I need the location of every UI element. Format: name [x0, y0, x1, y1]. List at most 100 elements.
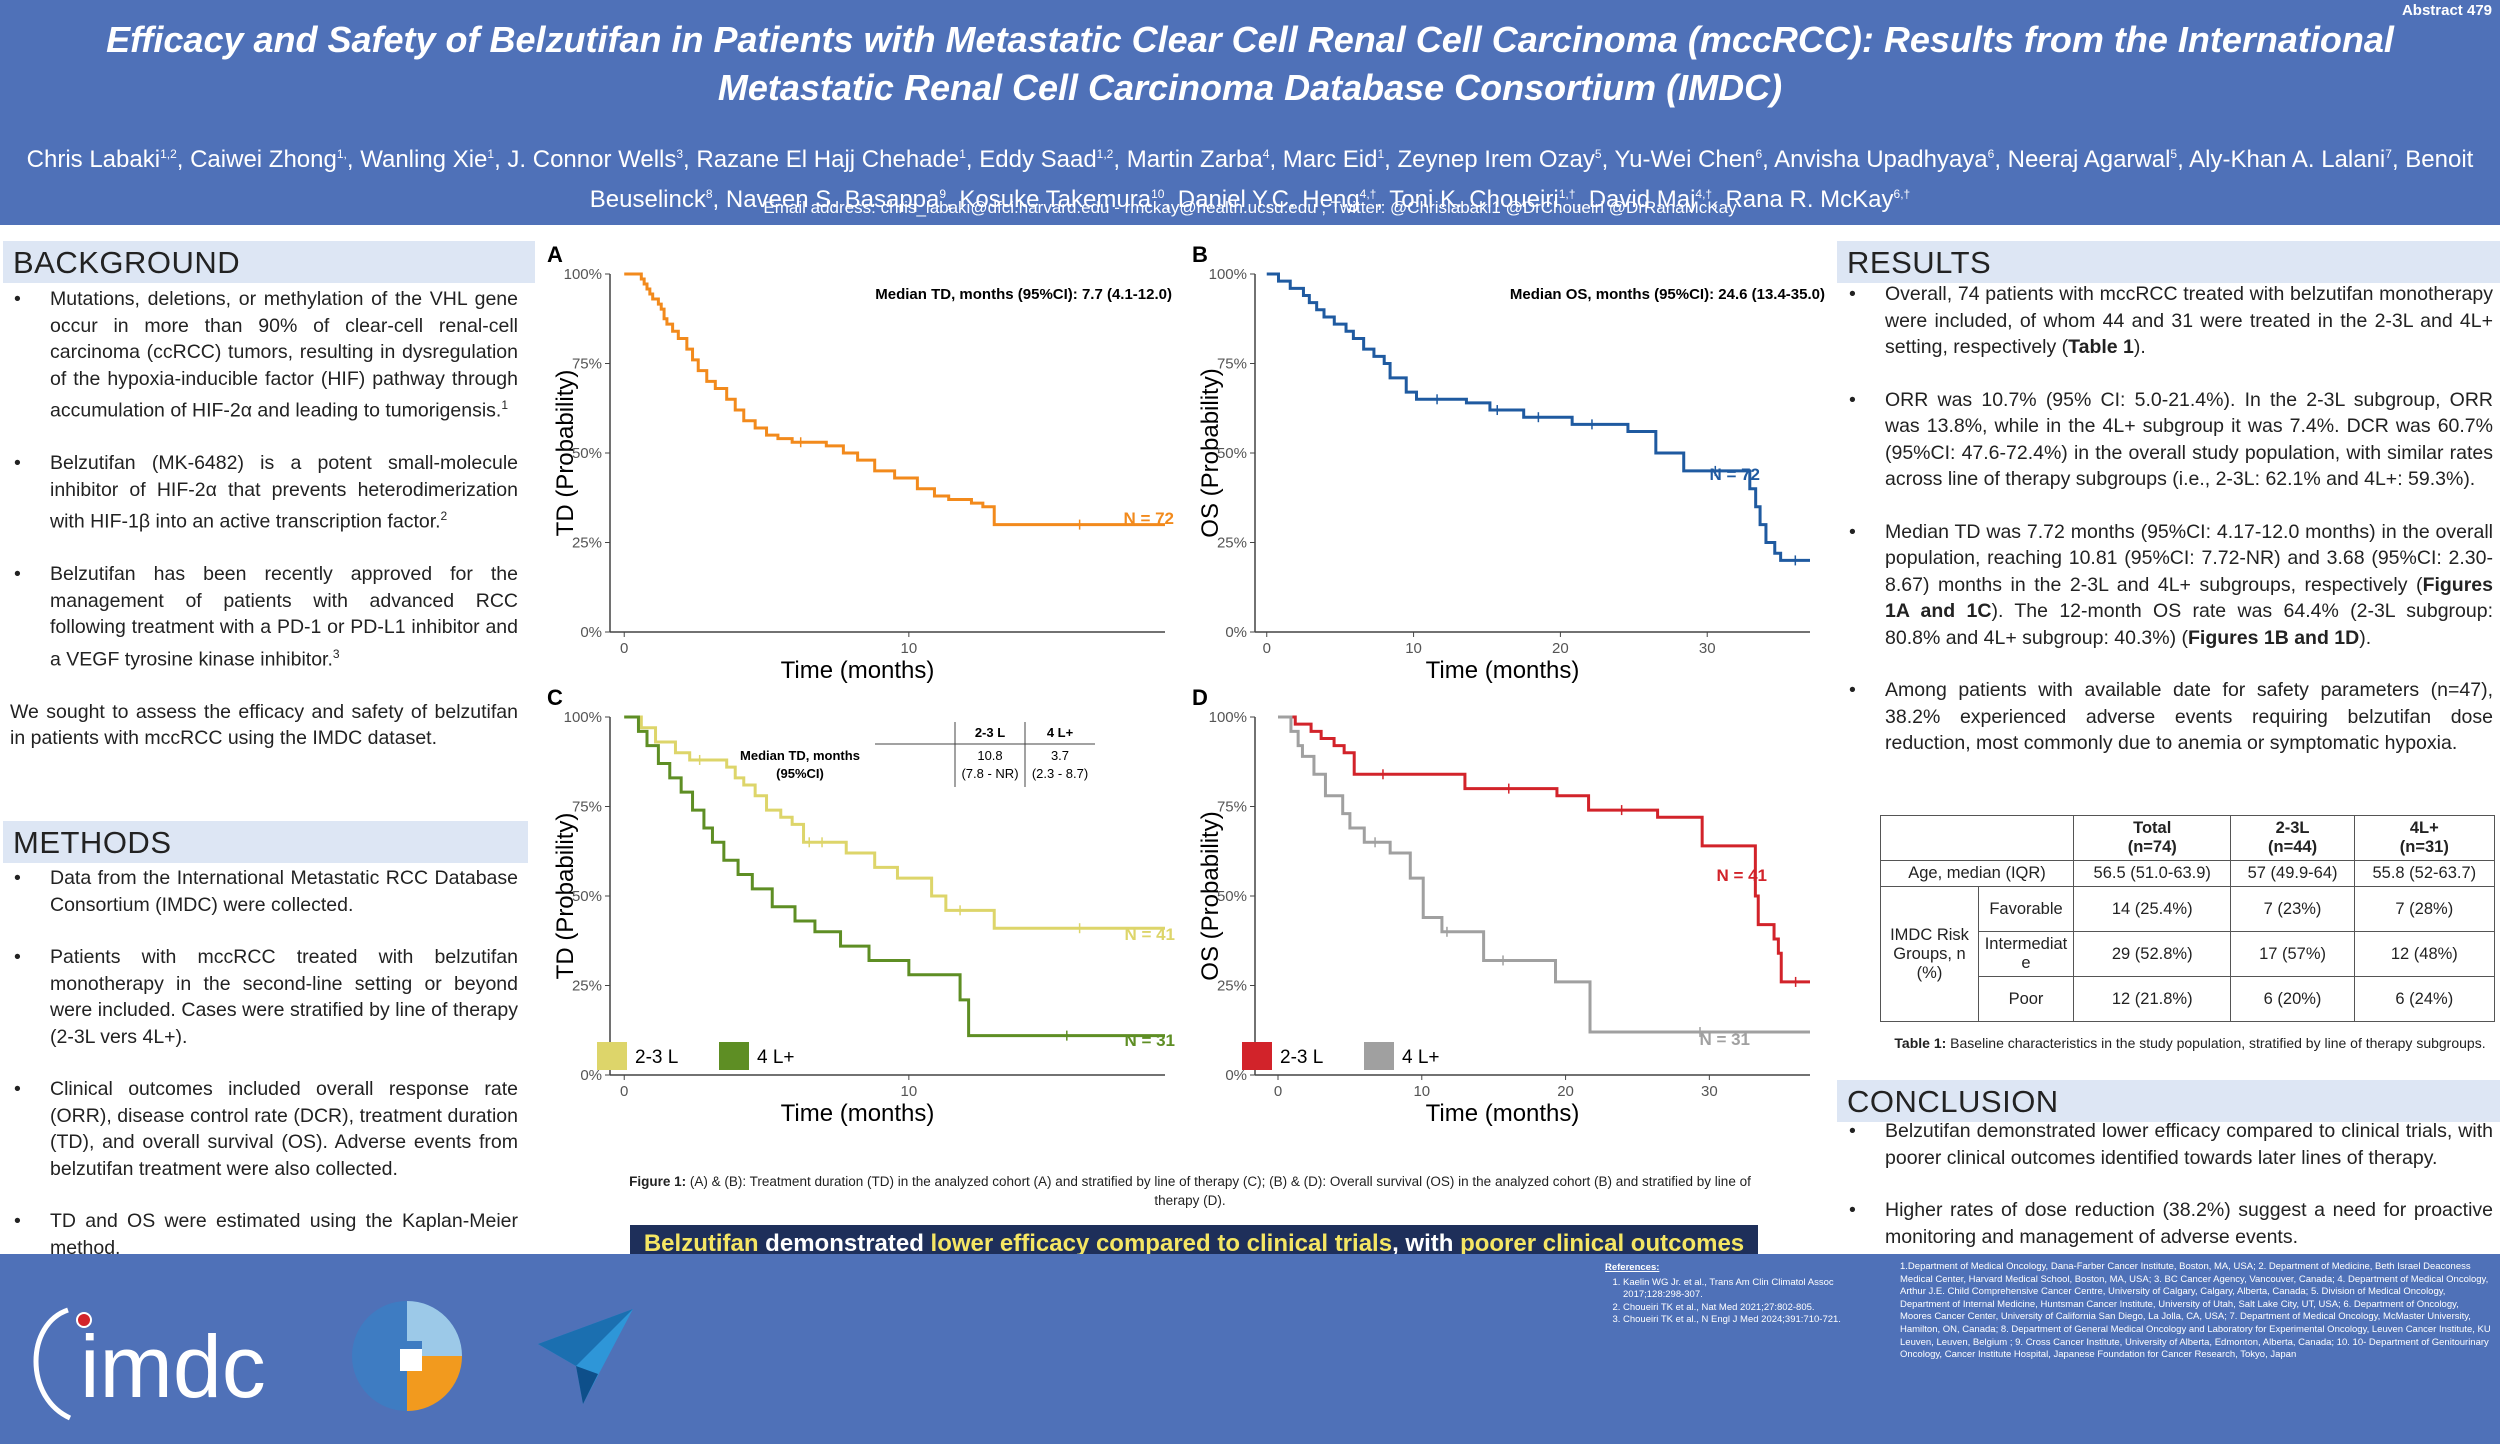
author: J. Connor Wells3: [507, 146, 684, 173]
y-tick-label: 0%: [580, 624, 602, 641]
author: Toni K. Choueiri1,†: [1389, 186, 1576, 213]
author: Daniel Y.C. Heng4,†: [1177, 186, 1377, 213]
n-at-risk-label: N = 41: [1716, 866, 1767, 885]
author: David Maj4,†: [1588, 186, 1713, 213]
imdc-logo: imdc: [33, 1307, 266, 1421]
references: References: Kaelin WG Jr. et al., Trans …: [1605, 1262, 1865, 1327]
y-tick-label: 100%: [564, 709, 602, 726]
list-item: Belzutifan demonstrated lower efficacy c…: [1845, 1118, 2493, 1171]
author: Marc Eid1: [1282, 146, 1385, 173]
legend-label: 4 L+: [1402, 1047, 1440, 1068]
y-tick-label: 25%: [1217, 978, 1247, 995]
list-item: Patients with mccRCC treated with belzut…: [10, 944, 518, 1050]
legend-label: 2-3 L: [1280, 1047, 1323, 1068]
x-tick-label: 30: [1701, 1083, 1718, 1100]
background-aim: We sought to assess the efficacy and saf…: [10, 700, 518, 750]
n-at-risk-label: N = 72: [1123, 509, 1174, 528]
y-tick-label: 100%: [564, 266, 602, 283]
author: Anvisha Upadhyaya6: [1774, 146, 1995, 173]
col-header-total: Total (n=74): [2072, 815, 2232, 861]
list-item: Belzutifan has been recently approved fo…: [10, 561, 518, 673]
y-axis-label: TD (Probability): [552, 813, 579, 980]
y-tick-label: 50%: [572, 445, 602, 462]
x-axis-label: Time (months): [1426, 1100, 1580, 1127]
y-tick-label: 25%: [1217, 535, 1247, 552]
figure-caption: Figure 1: (A) & (B): Treatment duration …: [629, 1174, 1751, 1208]
result-bullet-2: ORR was 10.7% (95% CI: 5.0-21.4%). In th…: [1845, 387, 2493, 493]
author: Razane El Hajj Chehade1: [696, 146, 966, 173]
y-tick-label: 75%: [1217, 799, 1247, 816]
author: Kosuke Takemura10: [959, 186, 1165, 213]
table-row: Age, median (IQR) 56.5 (51.0-63.9) 57 (49…: [1880, 860, 2496, 887]
list-item: TD and OS were estimated using the Kapla…: [10, 1208, 518, 1261]
conclusion-bullets: Belzutifan demonstrated lower efficacy c…: [1845, 1118, 2493, 1250]
y-tick-label: 50%: [1217, 888, 1247, 905]
methods-heading: METHODS: [3, 821, 528, 863]
col-header-4l: 4L+ (n=31): [2353, 815, 2496, 861]
inset-ci: (7.8 - NR): [961, 766, 1018, 781]
author-list: Chris Labaki1,2, Caiwei Zhong1,, Wanling…: [26, 146, 2474, 213]
x-tick-label: 20: [1552, 640, 1569, 657]
y-tick-label: 50%: [1217, 445, 1247, 462]
y-tick-label: 0%: [1225, 624, 1247, 641]
list-item: Data from the International Metastatic R…: [10, 865, 518, 918]
y-tick-label: 50%: [572, 888, 602, 905]
consortium-logo: [352, 1301, 462, 1411]
author: Rana R. McKay6,†: [1725, 186, 1911, 213]
author: Benoit Beuselinck8: [589, 146, 2474, 213]
panel-d: D 0% 25% 50% 75% 100% 0 10 20 30 Time (months) OS (…: [1180, 685, 1820, 1150]
x-tick-label: 0: [620, 1083, 628, 1100]
author: Martin Zarba4: [1126, 146, 1270, 173]
median-annotation: Median OS, months (95%CI): 24.6 (13.4-35…: [1510, 286, 1825, 303]
km-series-line: [1266, 272, 1810, 562]
background-heading: BACKGROUND: [3, 241, 535, 283]
x-tick-label: 0: [1263, 640, 1271, 657]
table-row: Intermediate 29 (52.8%) 17 (57%) 12 (48%): [1881, 931, 2496, 977]
author: Zeynep Irem Ozay5: [1397, 146, 1602, 173]
km-series-line: [624, 715, 1165, 1038]
table-caption: Table 1: Baseline characteristics in the…: [1894, 1035, 2486, 1051]
baseline-table: Total (n=74) 2-3L (n=44) 4L+ (n=31) Age, me…: [1880, 815, 2496, 1022]
x-tick-label: 0: [1274, 1083, 1282, 1100]
n-at-risk-label: N = 72: [1709, 465, 1760, 484]
footer: imdc: [0, 1254, 2500, 1444]
x-axis-label: Time (months): [781, 1100, 935, 1127]
x-tick-label: 20: [1557, 1083, 1574, 1100]
median-annotation: Median TD, months (95%CI): 7.7 (4.1-12.0…: [875, 286, 1172, 303]
legend-label: 2-3 L: [635, 1047, 678, 1068]
results-section: Overall, 74 patients with mccRCC treated…: [1845, 281, 2493, 783]
inset-value: 10.8: [977, 748, 1002, 763]
n-at-risk-label: N = 31: [1699, 1030, 1750, 1049]
list-item: Clinical outcomes included overall respo…: [10, 1076, 518, 1182]
author: Eddy Saad1,2: [979, 146, 1114, 173]
y-axis-label: OS (Probability): [1197, 368, 1224, 537]
risk-group-label: IMDC Risk Groups, n (%): [1880, 886, 1979, 1022]
x-tick-label: 30: [1699, 640, 1716, 657]
background-bullets: Mutations, deletions, or methylation of …: [10, 286, 518, 673]
y-tick-label: 75%: [572, 799, 602, 816]
legend-swatch: [1364, 1042, 1394, 1070]
y-tick-label: 0%: [1225, 1067, 1247, 1084]
x-axis-label: Time (months): [1426, 657, 1580, 684]
table-row: Poor 12 (21.8%) 6 (20%) 6 (24%): [1881, 976, 2496, 1022]
n-at-risk-label: N = 31: [1124, 1031, 1175, 1050]
inset-ci: (2.3 - 8.7): [1032, 766, 1088, 781]
panel-b: B 0% 25% 50% 75% 100% 0 10 20 30 Time (months) OS (…: [1180, 242, 1825, 707]
col-header-23l: 2-3L (n=44): [2230, 815, 2355, 861]
author: Caiwei Zhong1,: [190, 146, 347, 173]
abstract-number: Abstract 479: [2401, 2, 2492, 19]
n-at-risk-label: N = 41: [1124, 925, 1175, 944]
list-item: Mutations, deletions, or methylation of …: [10, 286, 518, 424]
panel-letter: A: [547, 242, 563, 267]
result-bullet-1: Overall, 74 patients with mccRCC treated…: [1845, 281, 2493, 361]
km-plot-d: D 0% 25% 50% 75% 100% 0 10 20 30 Time (months) OS (…: [1192, 685, 1810, 1127]
panel-letter: B: [1192, 242, 1208, 267]
inset-row-label: Median TD, months: [740, 748, 860, 763]
y-axis-label: TD (Probability): [552, 370, 579, 537]
results-heading: RESULTS: [1837, 241, 2500, 283]
panel-letter: D: [1192, 685, 1208, 710]
poster-header: Abstract 479 Efficacy and Safety of Belz…: [0, 0, 2500, 225]
inset-row-label: (95%CI): [776, 766, 824, 781]
